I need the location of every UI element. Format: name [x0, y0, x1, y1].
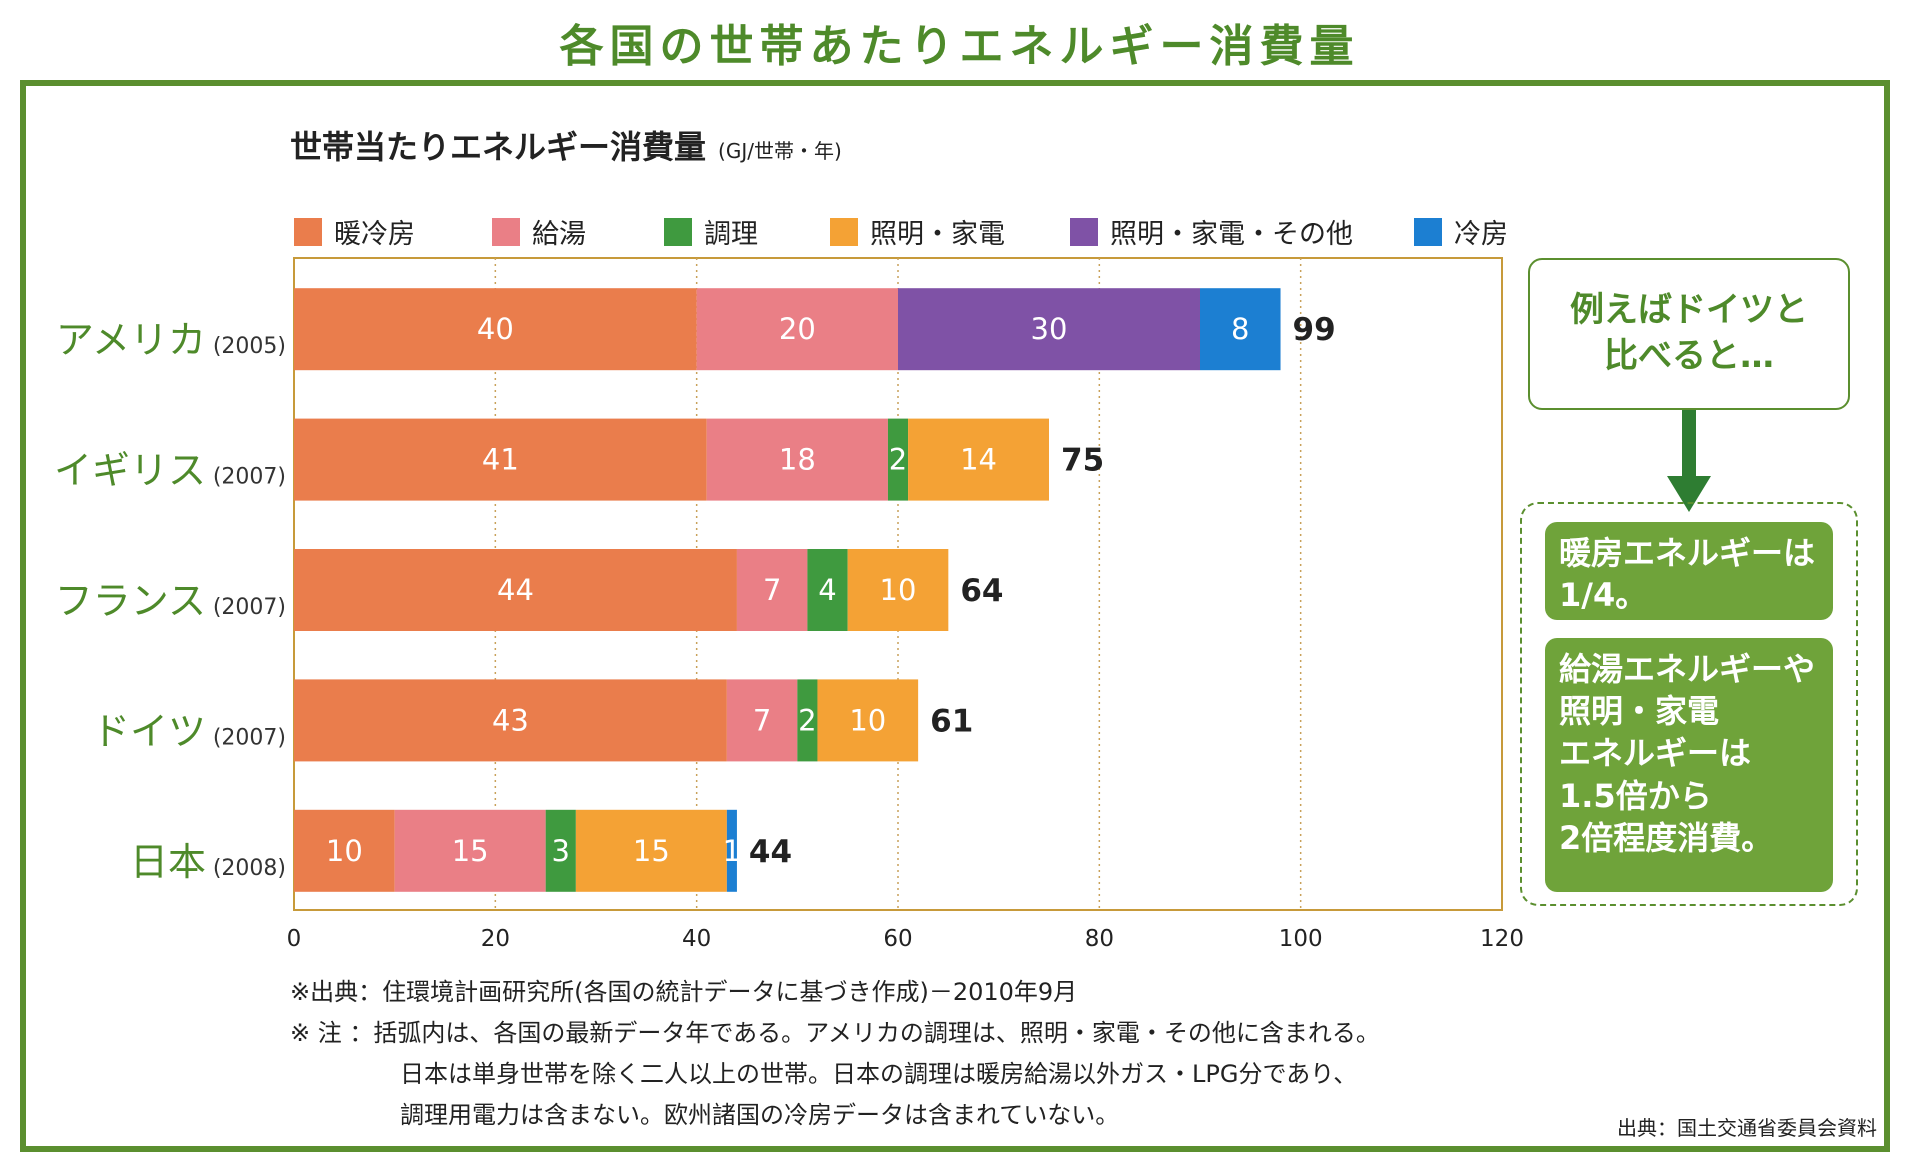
page-title: 各国の世帯あたりエネルギー消費量: [559, 21, 1360, 72]
bar-segment: [797, 679, 818, 762]
legend-item-heating-cooling: 暖冷房: [294, 212, 415, 251]
bar-segment: [817, 679, 919, 762]
legend-swatch: [1070, 217, 1098, 246]
bar-segment: [545, 809, 576, 892]
legend-item-hot-water: 給湯: [492, 212, 586, 251]
chart-unit: (GJ/世帯・年): [718, 139, 842, 163]
bar-segment: [294, 288, 697, 371]
legend-swatch: [492, 217, 520, 246]
segment-value-label: 43: [492, 703, 529, 737]
segment-value-label: 10: [326, 834, 363, 868]
legend-swatch: [294, 217, 322, 246]
legend-item-cooking: 調理: [664, 212, 758, 251]
legend-label: 調理: [704, 219, 758, 250]
legend-label: 照明・家電: [870, 219, 1005, 250]
x-tick-label: 120: [1480, 926, 1524, 952]
callout-dashed-group: [1520, 502, 1858, 906]
segment-value-label: 40: [477, 312, 514, 346]
category-name-label: イギリス: [54, 449, 206, 493]
bar-segment: [736, 549, 808, 631]
x-tick-label: 100: [1279, 926, 1323, 952]
segment-value-label: 14: [960, 443, 997, 477]
category-year-label: (2005): [213, 334, 286, 359]
bar-segment: [706, 418, 888, 501]
bar-segment: [726, 679, 798, 762]
bar-segment: [294, 679, 727, 762]
legend-label: 給湯: [532, 219, 586, 250]
segment-value-label: 15: [633, 834, 670, 868]
bar-total-label: 44: [749, 834, 792, 870]
bar-segment: [887, 418, 909, 501]
legend-label: 冷房: [1454, 219, 1508, 250]
bar-segment: [394, 809, 546, 892]
segment-value-label: 10: [849, 703, 886, 737]
segment-value-label: 4: [818, 573, 836, 607]
bar-segment: [726, 809, 737, 892]
legend-swatch: [664, 217, 692, 246]
segment-value-label: 30: [1031, 312, 1068, 346]
note-line: 日本は単身世帯を除く二人以上の世帯。日本の調理は暖房給湯以外ガス・LPG分であり…: [400, 1060, 1358, 1088]
segment-value-label: 44: [497, 573, 534, 607]
bar-total-label: 64: [960, 573, 1003, 609]
category-year-label: (2007): [213, 595, 286, 620]
down-arrow-icon: [1667, 476, 1711, 512]
bar-total-label: 99: [1293, 312, 1336, 348]
legend-swatch: [1414, 217, 1442, 246]
note-line: 調理用電力は含まない。欧州諸国の冷房データは含まれていない。: [400, 1101, 1120, 1129]
category-name-label: フランス: [55, 579, 206, 623]
category-year-label: (2007): [213, 465, 286, 490]
legend-label: 暖冷房: [334, 219, 415, 250]
bar-segment: [575, 809, 727, 892]
x-tick-label: 60: [883, 926, 912, 952]
category-year-label: (2007): [213, 725, 286, 750]
bar-segment: [847, 549, 949, 631]
bar-segment: [807, 549, 848, 631]
bar-total-label: 75: [1061, 443, 1104, 479]
bar-segment: [898, 288, 1200, 371]
segment-value-label: 7: [753, 703, 771, 737]
segment-value-label: 41: [482, 443, 519, 477]
chart-title: 世帯当たりエネルギー消費量 (GJ/世帯・年): [290, 122, 842, 168]
bar-segment: [696, 288, 898, 371]
legend-label: 照明・家電・その他: [1110, 219, 1353, 250]
category-name-label: ドイツ: [92, 709, 206, 753]
callout-hotwater-box: 給湯エネルギーや 照明・家電 エネルギーは 1.5倍から 2倍程度消費。: [1545, 638, 1833, 892]
bar-segment: [1200, 288, 1281, 371]
bar-segment: [294, 549, 737, 631]
bar-segment: [908, 418, 1049, 501]
note-line: ※ 注 ：括弧内は、各国の最新データ年である。アメリカの調理は、照明・家電・その…: [290, 1019, 1380, 1047]
segment-value-label: 20: [779, 312, 816, 346]
legend-item-lighting-appliances-other: 照明・家電・その他: [1070, 212, 1353, 251]
bar-segment: [294, 418, 707, 501]
down-arrow-shaft: [1682, 410, 1696, 478]
legend-item-cooling: 冷房: [1414, 212, 1508, 251]
category-name-label: 日本: [130, 840, 206, 884]
legend-item-lighting-appliances: 照明・家電: [830, 212, 1005, 251]
source-line: ※出典：住環境計画研究所(各国の統計データに基づき作成)－2010年9月: [290, 978, 1078, 1006]
callout-header: 例えばドイツと 比べると…: [1528, 258, 1850, 410]
legend-swatch: [830, 217, 858, 246]
segment-value-label: 1: [723, 834, 741, 868]
chart-title-text: 世帯当たりエネルギー消費量: [290, 128, 707, 166]
x-tick-label: 0: [287, 926, 302, 952]
category-year-label: (2008): [213, 856, 286, 881]
x-tick-label: 40: [682, 926, 711, 952]
callout-heating-box: 暖房エネルギーは 1/4。: [1545, 522, 1833, 620]
segment-value-label: 3: [552, 834, 570, 868]
segment-value-label: 15: [452, 834, 489, 868]
bar-total-label: 61: [930, 703, 973, 739]
bar-segment: [294, 809, 395, 892]
segment-value-label: 2: [798, 703, 816, 737]
category-name-label: アメリカ: [56, 318, 206, 362]
source-notes: ※出典：住環境計画研究所(各国の統計データに基づき作成)－2010年9月 ※ 注…: [290, 972, 1380, 1136]
x-tick-label: 20: [481, 926, 510, 952]
credit: 出典：国土交通省委員会資料: [1617, 1116, 1877, 1140]
segment-value-label: 7: [763, 573, 781, 607]
segment-value-label: 2: [889, 443, 907, 477]
segment-value-label: 10: [880, 573, 917, 607]
segment-value-label: 18: [779, 443, 816, 477]
x-tick-label: 80: [1085, 926, 1114, 952]
segment-value-label: 8: [1231, 312, 1249, 346]
